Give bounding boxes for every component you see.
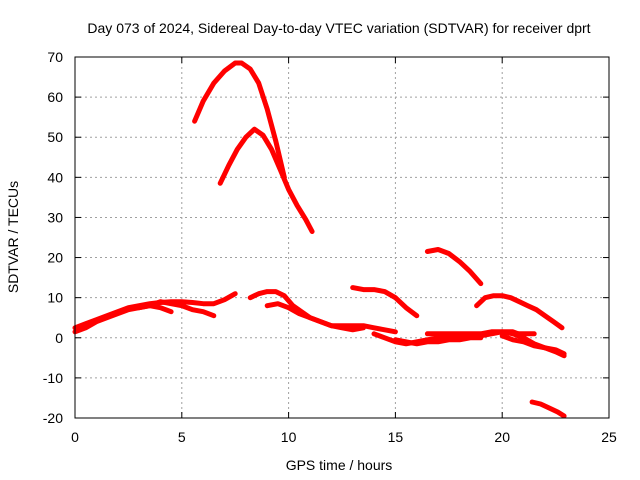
y-tick-label: 40 (47, 169, 63, 185)
x-tick-label: 15 (388, 429, 404, 445)
x-tick-label: 25 (601, 429, 617, 445)
y-tick-label: 0 (55, 330, 63, 346)
data-series (72, 60, 567, 419)
y-axis-label: SDTVAR / TECUs (5, 181, 21, 293)
y-tick-label: 10 (47, 290, 63, 306)
series-trace-5 (217, 126, 315, 234)
x-tick-label: 10 (281, 429, 297, 445)
y-tick-label: -10 (43, 370, 63, 386)
series-trace-3 (136, 299, 217, 319)
chart-title: Day 073 of 2024, Sidereal Day-to-day VTE… (87, 20, 590, 36)
series-trace-2 (72, 303, 174, 335)
series-trace-15 (510, 331, 567, 359)
series-trace-13 (474, 293, 565, 331)
y-tick-label: 70 (47, 49, 63, 65)
series-trace-7 (264, 301, 366, 333)
x-tick-label: 5 (178, 429, 186, 445)
series-trace-8 (350, 285, 420, 319)
y-tick-label: 50 (47, 129, 63, 145)
y-tick-label: 20 (47, 250, 63, 266)
series-trace-4 (192, 60, 287, 180)
grid (75, 57, 609, 418)
series-trace-16 (529, 399, 567, 419)
y-tick-label: 60 (47, 89, 63, 105)
series-trace-11 (392, 335, 484, 347)
axis-ticks: 0 5 10 15 20 25 -20 -10 0 10 20 30 40 50 60 70 (43, 49, 617, 445)
y-tick-label: -20 (43, 410, 63, 426)
plot-frame (74, 56, 610, 419)
x-tick-label: 0 (71, 429, 79, 445)
x-tick-label: 20 (494, 429, 510, 445)
y-tick-label: 30 (47, 209, 63, 225)
series-trace-12 (424, 247, 484, 287)
x-axis-label: GPS time / hours (286, 457, 393, 473)
